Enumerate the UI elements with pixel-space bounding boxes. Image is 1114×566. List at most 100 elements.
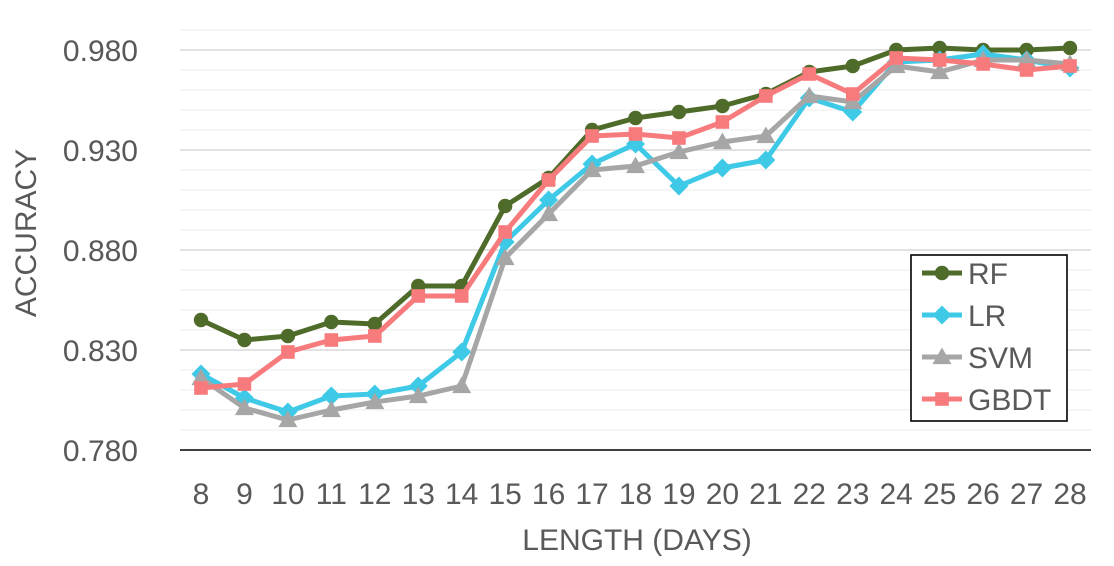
x-tick-label: 16: [532, 478, 565, 511]
x-tick-label: 19: [662, 478, 695, 511]
data-point-svm: [582, 160, 602, 178]
data-point-gbdt: [932, 53, 947, 67]
legend-marker-lr: [932, 305, 952, 325]
x-tick-label: 28: [1053, 478, 1086, 511]
data-point-svm: [1017, 50, 1037, 68]
x-tick-label: 18: [619, 478, 652, 511]
data-point-gbdt: [585, 129, 599, 143]
data-point-rf: [628, 110, 643, 126]
data-point-gbdt: [411, 289, 426, 303]
data-point-gbdt: [976, 57, 990, 71]
data-point-lr: [539, 190, 559, 210]
data-point-lr: [756, 150, 776, 170]
data-point-gbdt: [715, 115, 730, 129]
x-tick-label: 8: [193, 478, 210, 511]
data-point-gbdt: [1019, 63, 1034, 77]
legend-item-gbdt: GBDT: [922, 384, 1051, 417]
data-point-gbdt: [628, 127, 643, 141]
data-point-rf: [193, 312, 209, 328]
y-tick-labels: 0.780 0.830 0.880 0.930 0.980: [63, 35, 138, 468]
x-tick-label: 21: [749, 478, 782, 511]
data-point-gbdt: [759, 89, 773, 103]
x-tick-label: 24: [880, 478, 913, 511]
data-point-rf: [280, 328, 296, 344]
data-point-gbdt: [845, 87, 860, 101]
legend-marker-svm: [932, 347, 952, 365]
data-point-svm: [669, 142, 689, 160]
y-tick-label: 0.980: [63, 35, 138, 68]
data-point-rf: [1019, 42, 1034, 58]
data-point-svm: [365, 392, 385, 410]
data-point-lr: [408, 376, 428, 396]
data-point-svm: [321, 400, 341, 418]
data-point-lr: [321, 386, 341, 406]
data-point-svm: [799, 86, 819, 104]
data-point-gbdt: [802, 67, 817, 81]
data-point-svm: [886, 56, 906, 74]
x-tick-label: 20: [706, 478, 739, 511]
data-point-lr: [452, 342, 472, 362]
data-point-svm: [756, 126, 776, 144]
data-point-svm: [234, 398, 254, 416]
data-point-svm: [930, 62, 950, 80]
legend-label: SVM: [968, 342, 1033, 375]
x-tick-label: 14: [445, 478, 478, 511]
y-tick-label: 0.930: [63, 135, 138, 168]
legend-item-rf: RF: [922, 258, 1008, 291]
data-point-rf: [671, 104, 687, 120]
x-tick-label: 9: [236, 478, 253, 511]
data-point-svm: [626, 156, 645, 174]
legend-marker-rf: [934, 265, 950, 281]
data-point-gbdt: [237, 377, 252, 391]
x-tick-label: 27: [1010, 478, 1043, 511]
y-tick-label: 0.780: [63, 435, 138, 468]
data-point-rf: [1062, 40, 1078, 56]
data-point-rf: [715, 98, 730, 114]
data-point-gbdt: [672, 131, 686, 145]
data-point-gbdt: [1063, 59, 1077, 73]
data-point-gbdt: [368, 329, 382, 343]
x-axis-title: LENGTH (DAYS): [522, 524, 751, 557]
data-point-lr: [712, 158, 732, 178]
data-point-gbdt: [324, 333, 339, 347]
legend: RF LR SVM GBDT: [910, 254, 1068, 422]
data-point-gbdt: [281, 345, 295, 359]
legend-item-lr: LR: [922, 300, 1006, 333]
data-point-gbdt: [498, 225, 512, 239]
series-svm: [191, 50, 1080, 428]
data-point-rf: [237, 332, 252, 348]
legend-marker-gbdt: [935, 392, 949, 406]
data-point-gbdt: [889, 51, 903, 65]
x-tick-label: 13: [402, 478, 435, 511]
x-tick-label: 10: [271, 478, 304, 511]
data-point-rf: [367, 316, 382, 332]
data-point-gbdt: [541, 173, 556, 187]
series-layer: [191, 40, 1080, 428]
data-point-svm: [278, 410, 298, 428]
data-point-rf: [324, 314, 339, 330]
x-tick-label: 11: [316, 478, 347, 511]
data-point-svm: [539, 204, 559, 222]
x-tick-label: 26: [966, 478, 999, 511]
series-gbdt: [194, 51, 1077, 395]
data-point-gbdt: [454, 289, 469, 303]
x-tick-label: 15: [488, 478, 521, 511]
data-point-lr: [669, 176, 689, 196]
data-point-svm: [495, 248, 515, 266]
data-point-rf: [845, 58, 860, 74]
data-point-rf: [932, 40, 947, 56]
x-tick-labels: 8 9 10 11 12 13 14 15 16 17 18 19 20 21 22 23 24 25 26 27 28: [193, 478, 1087, 511]
legend-label: GBDT: [968, 384, 1051, 417]
x-tick-label: 12: [358, 478, 391, 511]
data-point-svm: [712, 132, 732, 150]
data-point-gbdt: [194, 381, 208, 395]
data-point-svm: [843, 92, 863, 110]
x-tick-label: 17: [575, 478, 608, 511]
legend-label: RF: [968, 258, 1008, 291]
y-tick-label: 0.880: [63, 235, 138, 268]
x-tick-label: 22: [793, 478, 826, 511]
x-tick-label: 23: [836, 478, 869, 511]
x-tick-label: 25: [923, 478, 956, 511]
data-point-svm: [191, 368, 211, 386]
